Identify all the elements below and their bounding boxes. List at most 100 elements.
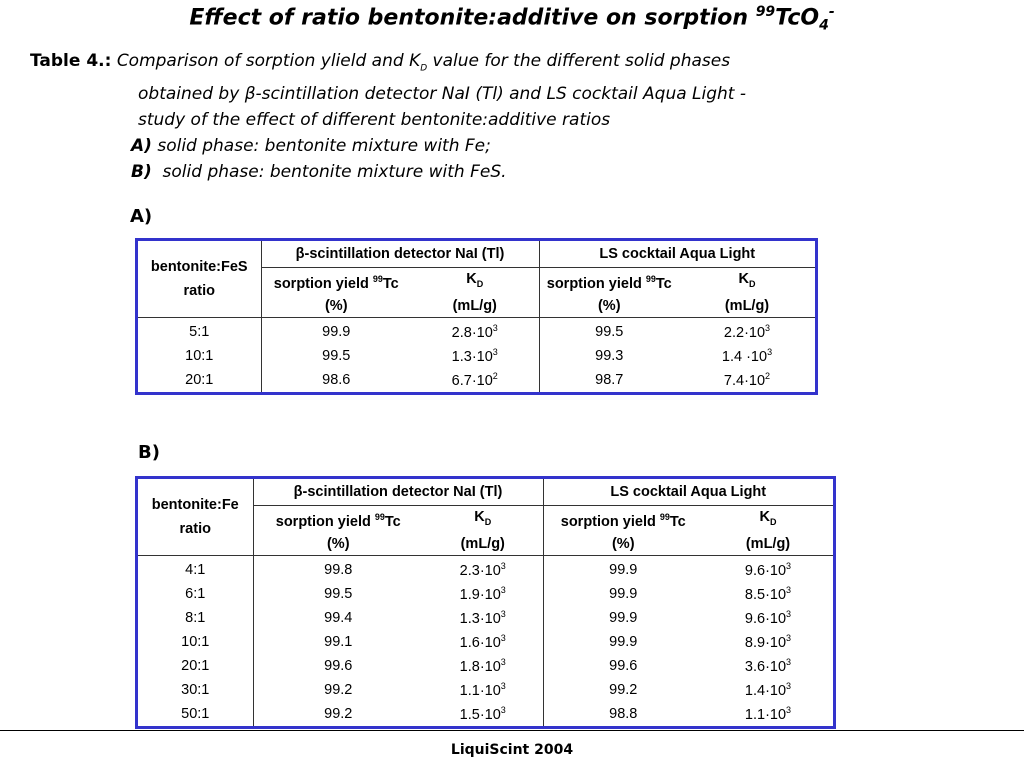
ls-kd-cell: 8.9·103 bbox=[703, 630, 833, 654]
kd-mantissa: 2.3·10 bbox=[459, 562, 501, 579]
ls-yield-cell: 99.9 bbox=[542, 629, 703, 654]
caption-line-1: Table 4.: Comparison of sorption ylield … bbox=[30, 48, 746, 81]
caption-item-a-text: solid phase: bentonite mixture with Fe; bbox=[157, 136, 491, 157]
table-row: 5:1 99.9 2.8·103 99.5 2.2·103 bbox=[138, 317, 815, 344]
kd-exponent: 3 bbox=[786, 632, 792, 643]
caption-item-a-label: A) bbox=[131, 136, 152, 157]
caption-line1-end: value for the different solid phases bbox=[427, 51, 731, 71]
kd-mantissa: 6.7·10 bbox=[451, 372, 493, 389]
kd-mantissa: 3.6·10 bbox=[744, 658, 787, 675]
kd-mantissa: 1.5·10 bbox=[459, 706, 501, 723]
nai-kd-cell: 1.8·103 bbox=[423, 654, 543, 678]
yield-label: sorption yield bbox=[560, 513, 660, 530]
ls-kd-cell: 2.2·103 bbox=[679, 317, 815, 344]
yield-label: sorption yield bbox=[273, 275, 373, 292]
nai-yield-cell: 99.9 bbox=[260, 317, 411, 344]
kd-mantissa: 1.8·10 bbox=[459, 658, 501, 675]
nai-kd-cell: 1.5·103 bbox=[423, 702, 543, 726]
ls-yield-cell: 99.9 bbox=[542, 555, 703, 582]
caption-line2-pre: obtained by bbox=[138, 84, 245, 105]
ls-yield-cell: 99.2 bbox=[542, 677, 703, 702]
kd-mantissa: 1.1·10 bbox=[744, 706, 787, 723]
ratio-cell: 20:1 bbox=[185, 371, 214, 388]
yield-sup: 99 bbox=[372, 274, 383, 285]
table-row: 6:1 99.5 1.9·103 99.9 8.5·103 bbox=[138, 581, 833, 606]
nai-yield-cell: 99.5 bbox=[260, 343, 411, 368]
yield-unit: (%) bbox=[324, 297, 348, 314]
kd-exponent: 3 bbox=[500, 704, 506, 715]
table-a-group-nai: β-scintillation detector NaI (Tl) bbox=[260, 241, 539, 268]
table-b-yield-header-1: sorption yield 99Tc (%) bbox=[252, 505, 423, 556]
nai-kd-cell: 1.1·103 bbox=[423, 678, 543, 702]
kd-exponent: 3 bbox=[786, 584, 792, 595]
footer-text: LiquiScint 2004 bbox=[450, 742, 574, 758]
table-row: 8:1 99.4 1.3·103 99.9 9.6·103 bbox=[138, 605, 833, 630]
ls-kd-cell: 3.6·103 bbox=[703, 654, 833, 678]
kd-exponent: 3 bbox=[492, 346, 498, 357]
ratio-cell: 5:1 bbox=[189, 323, 210, 340]
table-a-yield-header-2: sorption yield 99Tc (%) bbox=[538, 267, 679, 318]
kd-exponent: 3 bbox=[492, 322, 498, 333]
table-b-kd-header-1: KD (mL/g) bbox=[423, 505, 543, 556]
kd-label: K bbox=[759, 509, 770, 525]
ls-kd-cell: 1.1·103 bbox=[703, 702, 833, 726]
ls-yield-cell: 99.9 bbox=[542, 605, 703, 630]
kd-mantissa: 1.9·10 bbox=[459, 586, 501, 603]
section-a-label: A) bbox=[130, 206, 153, 227]
footer-divider bbox=[0, 730, 1024, 731]
yield-tc: Tc bbox=[384, 513, 401, 530]
table-row: 10:1 99.1 1.6·103 99.9 8.9·103 bbox=[138, 629, 833, 654]
kd-mantissa: 7.4·10 bbox=[723, 372, 766, 389]
ls-yield-cell: 99.6 bbox=[542, 653, 703, 678]
kd-exponent: 3 bbox=[786, 680, 792, 691]
table-b-body: 4:1 99.8 2.3·103 99.9 9.6·103 6:1 99.5 1.9·103 9… bbox=[138, 555, 833, 726]
title-formula-sub: 4 bbox=[819, 17, 829, 34]
ratio-cell: 8:1 bbox=[185, 609, 206, 626]
kd-exponent: 3 bbox=[767, 346, 773, 357]
caption-item-a: A) solid phase: bentonite mixture with F… bbox=[30, 133, 746, 159]
kd-exponent: 3 bbox=[500, 680, 506, 691]
table-row: 20:1 99.6 1.8·103 99.6 3.6·103 bbox=[138, 653, 833, 678]
kd-mantissa: 2.8·10 bbox=[451, 324, 493, 341]
nai-yield-cell: 99.4 bbox=[252, 605, 423, 630]
slide-title: Effect of ratio bentonite:additive on so… bbox=[0, 4, 1024, 34]
table-a-ratio-header-1: bentonite:FeS bbox=[150, 258, 248, 275]
caption-kd-sub: D bbox=[420, 63, 428, 74]
table-b-ratio-header-2: ratio bbox=[179, 520, 211, 537]
table-row: 4:1 99.8 2.3·103 99.9 9.6·103 bbox=[138, 555, 833, 582]
title-formula: TcO bbox=[775, 5, 820, 31]
caption-beta: β bbox=[244, 84, 256, 105]
yield-tc: Tc bbox=[382, 275, 399, 292]
ratio-cell: 6:1 bbox=[185, 585, 206, 602]
kd-sub: D bbox=[484, 516, 492, 527]
yield-unit: (%) bbox=[611, 535, 635, 552]
yield-label: sorption yield bbox=[275, 513, 375, 530]
nai-yield-cell: 99.5 bbox=[252, 581, 423, 606]
table-row: 20:1 98.6 6.7·102 98.7 7.4·102 bbox=[138, 367, 815, 392]
ls-kd-cell: 1.4 ·103 bbox=[679, 344, 815, 368]
kd-sub: D bbox=[476, 278, 484, 289]
table-a-yield-header-1: sorption yield 99Tc (%) bbox=[260, 267, 411, 318]
kd-mantissa: 1.3·10 bbox=[451, 348, 493, 365]
kd-exponent: 3 bbox=[765, 322, 771, 333]
ls-yield-cell: 99.3 bbox=[538, 343, 679, 368]
ratio-cell: 10:1 bbox=[181, 633, 210, 650]
kd-unit: (mL/g) bbox=[724, 297, 770, 314]
yield-sup: 99 bbox=[659, 512, 670, 523]
table-a-kd-header-1: KD (mL/g) bbox=[411, 267, 539, 318]
kd-exponent: 3 bbox=[786, 704, 792, 715]
kd-label: K bbox=[466, 271, 477, 287]
nai-kd-cell: 1.6·103 bbox=[423, 630, 543, 654]
nai-kd-cell: 2.3·103 bbox=[423, 555, 543, 582]
kd-mantissa: 1.1·10 bbox=[459, 682, 501, 699]
ratio-cell: 4:1 bbox=[185, 561, 206, 578]
kd-mantissa: 8.5·10 bbox=[744, 586, 787, 603]
yield-sup: 99 bbox=[374, 512, 385, 523]
ls-yield-cell: 98.7 bbox=[538, 367, 679, 392]
nai-kd-cell: 2.8·103 bbox=[411, 317, 539, 344]
kd-exponent: 2 bbox=[492, 370, 498, 381]
kd-exponent: 3 bbox=[500, 584, 506, 595]
ls-yield-cell: 98.8 bbox=[542, 701, 703, 726]
kd-label: K bbox=[738, 271, 749, 287]
table-b-yield-header-2: sorption yield 99Tc (%) bbox=[542, 505, 703, 556]
